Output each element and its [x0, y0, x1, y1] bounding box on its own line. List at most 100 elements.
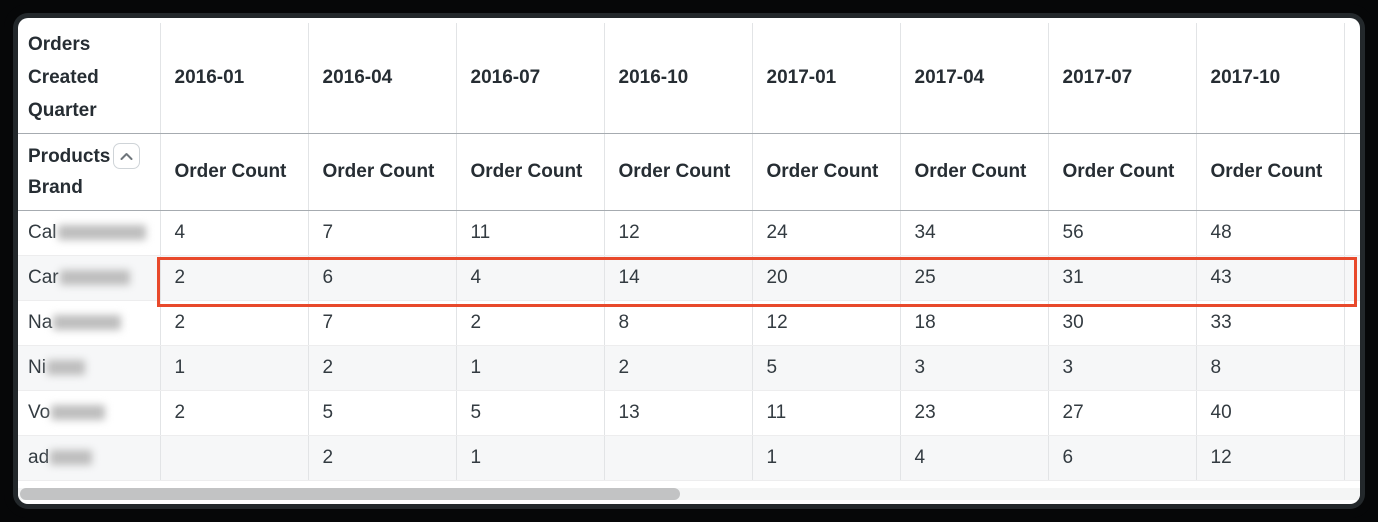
measure-header-2016-04: Order Count: [307, 133, 456, 211]
quarter-header-2017-07: 2017-07: [1047, 23, 1196, 134]
brand-cell[interactable]: Car: [18, 255, 160, 301]
order-count-cell[interactable]: 43: [1195, 255, 1344, 301]
corner-header: Orders Created Quarter: [18, 23, 160, 134]
partial-column-cell: [1343, 435, 1360, 481]
redacted-brand-blur: [51, 404, 106, 420]
order-count-cell[interactable]: 40: [1195, 390, 1344, 436]
order-count-cell[interactable]: 33: [1195, 300, 1344, 346]
table-row-Car-highlighted: Car 2 6 4 14 20 25 31 43: [18, 255, 1360, 301]
redacted-brand-blur: [50, 449, 93, 465]
order-count-cell[interactable]: 7: [307, 300, 456, 346]
order-count-cell[interactable]: 23: [899, 390, 1048, 436]
partial-column-header: [1343, 23, 1360, 134]
order-count-cell[interactable]: 3: [899, 345, 1048, 391]
order-count-cell[interactable]: 2: [603, 345, 752, 391]
brand-prefix: ad: [28, 446, 50, 468]
scrollbar-thumb[interactable]: [20, 488, 680, 500]
order-count-cell[interactable]: 2: [455, 300, 604, 346]
measure-header-row: Products Brand: [18, 133, 1360, 211]
corner-header-label: Orders Created Quarter: [28, 34, 99, 122]
partial-column-cell: [1343, 210, 1360, 256]
quarter-header-row: Orders Created Quarter 2016-01 2016-04 201…: [18, 23, 1360, 134]
order-count-cell[interactable]: 12: [603, 210, 752, 256]
redacted-brand-blur: [57, 224, 146, 240]
order-count-cell[interactable]: 20: [751, 255, 900, 301]
order-count-cell[interactable]: 3: [1047, 345, 1196, 391]
order-count-cell[interactable]: 12: [1195, 435, 1344, 481]
brand-cell[interactable]: Ni: [18, 345, 160, 391]
brand-cell[interactable]: ad: [18, 435, 160, 481]
order-count-cell[interactable]: 25: [899, 255, 1048, 301]
row-dimension-label-line1: Products: [28, 145, 111, 167]
quarter-header-2016-04: 2016-04: [307, 23, 456, 134]
row-dimension-label-line2: Brand: [28, 176, 83, 198]
quarter-header-2017-10: 2017-10: [1195, 23, 1344, 134]
order-count-cell[interactable]: 6: [1047, 435, 1196, 481]
order-count-cell[interactable]: 2: [159, 255, 308, 301]
quarter-header-2016-01: 2016-01: [159, 23, 308, 134]
redacted-brand-blur: [59, 269, 130, 285]
order-count-cell[interactable]: 12: [751, 300, 900, 346]
measure-header-2017-10: Order Count: [1195, 133, 1344, 211]
order-count-cell[interactable]: 5: [455, 390, 604, 436]
order-count-cell[interactable]: 56: [1047, 210, 1196, 256]
order-count-cell[interactable]: 18: [899, 300, 1048, 346]
brand-cell[interactable]: Na: [18, 300, 160, 346]
partial-column-cell: [1343, 300, 1360, 346]
order-count-cell[interactable]: 27: [1047, 390, 1196, 436]
order-count-cell[interactable]: 34: [899, 210, 1048, 256]
order-count-cell[interactable]: 24: [751, 210, 900, 256]
redacted-brand-blur: [46, 359, 85, 375]
order-count-cell[interactable]: 2: [159, 300, 308, 346]
table-row-Ni: Ni 1 2 1 2 5 3 3 8: [18, 345, 1360, 391]
measure-header-2017-04: Order Count: [899, 133, 1048, 211]
horizontal-scrollbar[interactable]: [18, 488, 1360, 500]
partial-column-cell: [1343, 255, 1360, 301]
brand-prefix: Car: [28, 266, 59, 288]
quarter-header-2017-01: 2017-01: [751, 23, 900, 134]
brand-prefix: Vo: [28, 401, 51, 423]
order-count-cell[interactable]: 4: [159, 210, 308, 256]
brand-cell[interactable]: Vo: [18, 390, 160, 436]
order-count-cell[interactable]: [603, 435, 752, 481]
chevron-up-icon: [120, 152, 133, 161]
table-row-Na: Na 2 7 2 8 12 18 30 33: [18, 300, 1360, 346]
order-count-cell[interactable]: 5: [307, 390, 456, 436]
measure-header-2017-01: Order Count: [751, 133, 900, 211]
order-count-cell[interactable]: 11: [751, 390, 900, 436]
order-count-cell[interactable]: 8: [1195, 345, 1344, 391]
partial-column-header: [1343, 133, 1360, 211]
redacted-brand-blur: [53, 314, 122, 330]
order-count-cell[interactable]: 31: [1047, 255, 1196, 301]
order-count-cell[interactable]: 48: [1195, 210, 1344, 256]
order-count-cell[interactable]: 6: [307, 255, 456, 301]
collapse-button[interactable]: [113, 143, 141, 169]
order-count-cell[interactable]: 4: [455, 255, 604, 301]
order-count-cell[interactable]: 2: [307, 345, 456, 391]
partial-column-cell: [1343, 390, 1360, 436]
order-count-cell[interactable]: 11: [455, 210, 604, 256]
order-count-cell[interactable]: 1: [455, 345, 604, 391]
order-count-cell[interactable]: 1: [751, 435, 900, 481]
measure-header-2016-01: Order Count: [159, 133, 308, 211]
order-count-cell[interactable]: 8: [603, 300, 752, 346]
order-count-cell[interactable]: 2: [307, 435, 456, 481]
table-row-Cal: Cal 4 7 11 12 24 34 56 48: [18, 210, 1360, 256]
order-count-cell[interactable]: [159, 435, 308, 481]
measure-header-2017-07: Order Count: [1047, 133, 1196, 211]
quarter-header-2016-07: 2016-07: [455, 23, 604, 134]
order-count-cell[interactable]: 30: [1047, 300, 1196, 346]
order-count-cell[interactable]: 1: [455, 435, 604, 481]
pivot-table: Orders Created Quarter 2016-01 2016-04 201…: [18, 23, 1360, 481]
order-count-cell[interactable]: 2: [159, 390, 308, 436]
table-row-ad: ad 2 1 1 4 6 12: [18, 435, 1360, 481]
order-count-cell[interactable]: 5: [751, 345, 900, 391]
order-count-cell[interactable]: 13: [603, 390, 752, 436]
order-count-cell[interactable]: 4: [899, 435, 1048, 481]
measure-header-2016-10: Order Count: [603, 133, 752, 211]
order-count-cell[interactable]: 7: [307, 210, 456, 256]
brand-cell[interactable]: Cal: [18, 210, 160, 256]
order-count-cell[interactable]: 14: [603, 255, 752, 301]
table-wrap: Orders Created Quarter 2016-01 2016-04 201…: [18, 23, 1360, 481]
order-count-cell[interactable]: 1: [159, 345, 308, 391]
